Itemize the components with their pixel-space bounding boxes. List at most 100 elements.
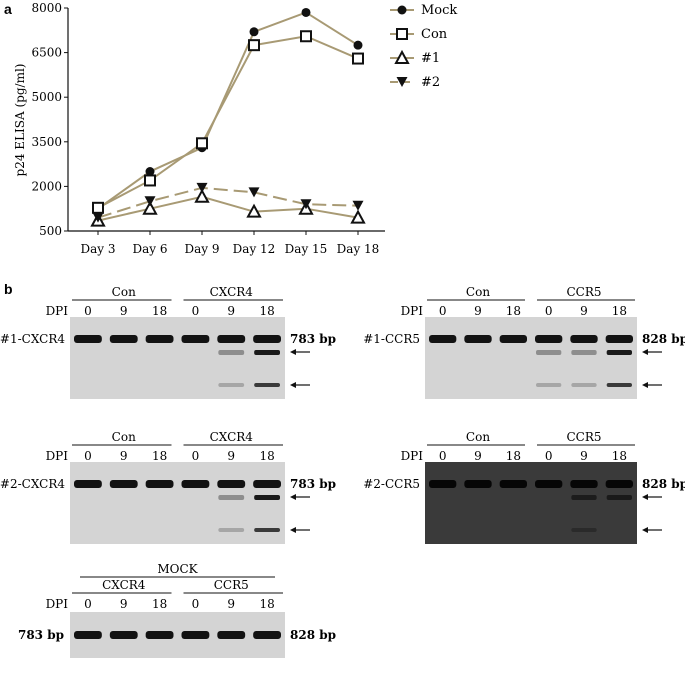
gel-lane-label: 18: [152, 449, 167, 463]
gel-group-label-right: CCR5: [566, 285, 601, 299]
legend-label: Con: [421, 27, 448, 42]
gel-band-cleavage-lower: [218, 528, 245, 532]
legend-marker: [397, 5, 407, 15]
gel-size-label: 783 bp: [290, 332, 336, 346]
gel-band-cleavage-lower: [571, 383, 597, 387]
data-point: [194, 188, 210, 203]
data-point: [353, 40, 363, 50]
data-point: [246, 203, 262, 218]
gel-group-label-right: CXCR4: [210, 285, 254, 299]
gel-lane-label: 18: [152, 597, 167, 611]
gel-band-cleavage-upper: [606, 350, 632, 355]
gel-arrow-icon: [290, 527, 296, 533]
gel-lane-label: 0: [545, 449, 553, 463]
gel-arrow-icon: [642, 527, 648, 533]
gel-group-label-left: Con: [466, 430, 490, 444]
gel-band-main: [181, 480, 210, 488]
gel-lane-label: 9: [227, 597, 235, 611]
gel-band-main: [109, 480, 138, 488]
gel-arrow-icon: [642, 349, 648, 355]
gel-arrow-icon: [642, 382, 648, 388]
data-point: [352, 200, 364, 211]
legend-marker: [396, 28, 408, 40]
x-tick-label: Day 12: [233, 242, 276, 256]
gel-group-label-right: CXCR4: [210, 430, 254, 444]
gel-size-label: 828 bp: [290, 628, 336, 642]
series-line-4: [97, 186, 359, 219]
gel-group-label-left: Con: [112, 285, 136, 299]
gel-band-main: [570, 480, 598, 488]
gel-band-main: [429, 335, 457, 343]
gel-image: [70, 317, 285, 399]
gel-panel-1: Con CXCR4 DPI 0 9 18 0 9 18 #1-CXCR4 783 bp: [0, 285, 336, 399]
gel-panel-2: Con CCR5 DPI 0 9 18 0 9 18 #1-CCR5 828 bp: [363, 285, 685, 399]
gel-lane-label: 9: [580, 304, 588, 318]
chart-series-lines: [97, 11, 359, 222]
gel-dpi-label: DPI: [46, 304, 69, 318]
legend-label: Mock: [421, 3, 457, 18]
x-tick-label: Day 3: [80, 242, 115, 256]
gel-band-main: [253, 335, 281, 343]
legend-marker: [396, 77, 408, 87]
data-point: [301, 7, 311, 17]
gel-image: [425, 317, 637, 399]
gel-band-cleavage-lower: [218, 383, 245, 387]
gel-panel-3: Con CXCR4 DPI 0 9 18 0 9 18 #2-CXCR4 783 bp: [0, 430, 336, 544]
gel-band-main: [145, 335, 174, 343]
gel-band-main: [570, 335, 598, 343]
gel-band-main: [535, 335, 563, 343]
gel-image: [70, 612, 285, 658]
gel-lane-label: 0: [192, 449, 200, 463]
gel-size-label: 828 bp: [642, 477, 685, 491]
legend-label: #2: [421, 75, 440, 90]
gel-band-main: [429, 480, 457, 488]
gel-lane-label: 9: [474, 304, 482, 318]
data-point: [248, 39, 260, 52]
gel-lane-label: 18: [506, 449, 521, 463]
series-line-2: [97, 35, 359, 209]
gel-panel-5: MOCK CXCR4 CCR5 DPI 0 9 18 0 9 18 783 bp 828 bp: [18, 562, 336, 658]
gel-band-main: [217, 335, 246, 343]
data-point: [92, 212, 104, 223]
gel-row-label: #1-CCR5: [363, 332, 420, 346]
gel-band-cleavage-lower: [254, 528, 280, 532]
gel-band-main: [74, 631, 102, 639]
gel-group-label-left: Con: [112, 430, 136, 444]
gel-lane-label: 0: [84, 449, 92, 463]
gel-band-main: [253, 631, 281, 639]
data-point: [144, 196, 156, 207]
gel-row-label: #2-CXCR4: [0, 477, 65, 491]
gel-lane-label: 9: [120, 449, 128, 463]
gel-lane-label: 9: [580, 449, 588, 463]
data-point: [196, 182, 208, 193]
gel-band-cleavage-lower: [606, 383, 632, 387]
gel-arrow-icon: [642, 494, 648, 500]
gel-band-main: [499, 480, 527, 488]
data-point: [350, 209, 366, 224]
data-point: [196, 137, 208, 150]
gel-band-main: [74, 335, 102, 343]
gel-dpi-label: DPI: [401, 304, 424, 318]
gel-band-main: [253, 480, 281, 488]
gel-band-cleavage-upper: [218, 495, 245, 500]
gel-band-cleavage-upper: [571, 495, 597, 500]
gel-band-cleavage-lower: [536, 383, 562, 387]
data-point: [248, 187, 260, 198]
gel-band-cleavage-upper: [606, 495, 632, 500]
gel-lane-label: 18: [259, 597, 274, 611]
gel-dpi-label: DPI: [46, 597, 69, 611]
gel-band-main: [464, 335, 492, 343]
gel-image: [70, 462, 285, 544]
y-tick-label: 3500: [31, 135, 62, 149]
gel-lane-label: 18: [259, 304, 274, 318]
legend-label: #1: [421, 51, 440, 66]
gel-lane-label: 9: [474, 449, 482, 463]
gel-lane-label: 0: [84, 304, 92, 318]
gel-group-label-left: CXCR4: [102, 578, 146, 592]
x-tick-label: Day 15: [285, 242, 328, 256]
y-tick-label: 6500: [31, 46, 62, 60]
gel-band-main: [605, 480, 633, 488]
gel-band-main: [145, 631, 174, 639]
gel-arrow-icon: [290, 494, 296, 500]
y-tick-label: 5000: [31, 90, 62, 104]
